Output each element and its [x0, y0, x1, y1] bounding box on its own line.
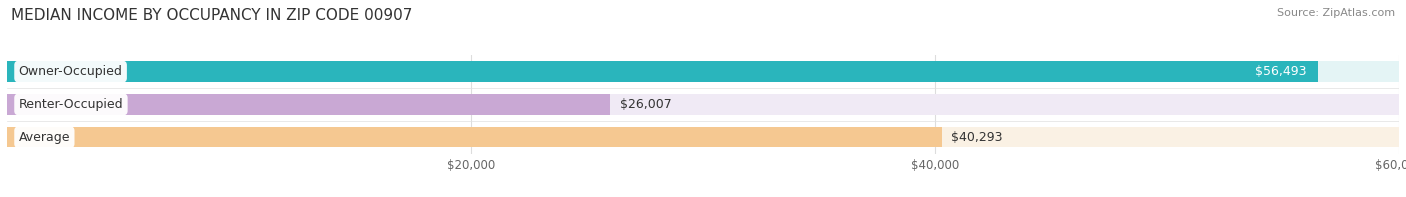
Text: Owner-Occupied: Owner-Occupied — [18, 65, 122, 78]
Bar — [7, 127, 1399, 147]
Bar — [7, 127, 942, 147]
Text: MEDIAN INCOME BY OCCUPANCY IN ZIP CODE 00907: MEDIAN INCOME BY OCCUPANCY IN ZIP CODE 0… — [11, 8, 412, 23]
Text: $40,293: $40,293 — [950, 131, 1002, 144]
Text: $56,493: $56,493 — [1254, 65, 1306, 78]
Text: Renter-Occupied: Renter-Occupied — [18, 98, 124, 111]
Text: Average: Average — [18, 131, 70, 144]
Bar — [7, 94, 610, 115]
Bar — [7, 61, 1399, 82]
Bar — [7, 94, 1399, 115]
Bar — [7, 61, 1317, 82]
Text: Source: ZipAtlas.com: Source: ZipAtlas.com — [1277, 8, 1395, 18]
Text: $26,007: $26,007 — [620, 98, 672, 111]
